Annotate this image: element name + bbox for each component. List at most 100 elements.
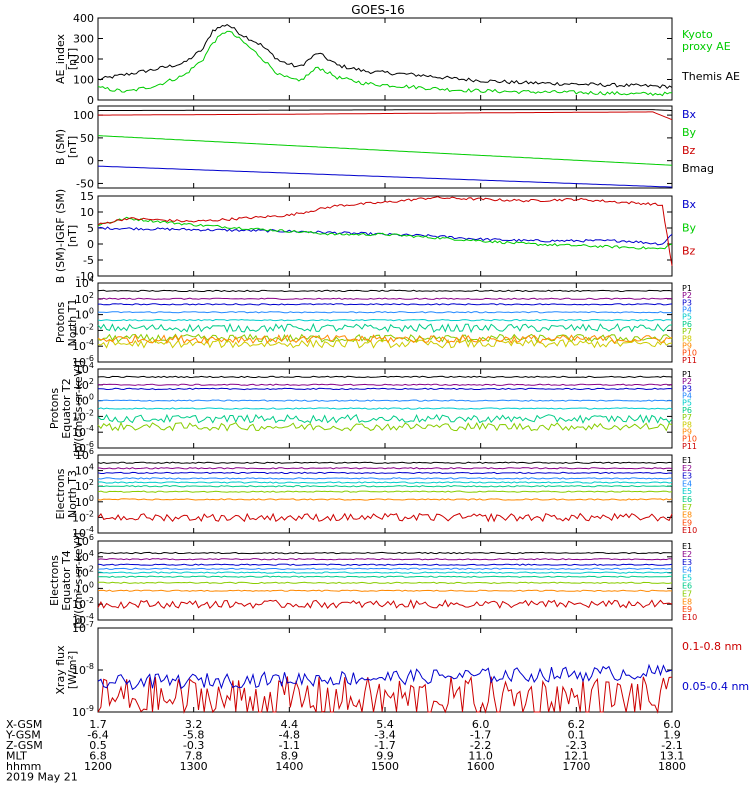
panel-1: 0 100 200 300 400 AE_index [nT] Themis AE Kyotop…	[54, 12, 740, 107]
footer-value: 9.9	[376, 750, 394, 763]
legend-entry: E7	[682, 503, 692, 512]
series-line-e10	[97, 512, 673, 523]
series-line-bmag	[97, 109, 673, 112]
y-axis-label: Electrons	[48, 555, 61, 606]
series-line-themis-ae	[97, 24, 673, 90]
legend-entry: P11	[682, 356, 697, 365]
legend-entry: P2	[682, 291, 692, 300]
legend-entry: P2	[682, 377, 692, 386]
legend-entry: E2	[682, 550, 692, 559]
legend-kyoto: proxy AE	[682, 40, 731, 53]
footer-value: 1400	[275, 760, 303, 773]
panel-frame	[97, 627, 673, 713]
series-line-p6	[97, 322, 673, 334]
legend-entry: Bmag	[682, 162, 714, 175]
panel-2: -50 0 50 100 B (SM) [nT] Bx By Bz Bmag	[54, 105, 714, 190]
footer-value: 7.8	[185, 750, 203, 763]
y-axis-label: Protons	[54, 302, 67, 343]
y-axis-label: [nT]	[66, 136, 79, 158]
y-axis-label: North T1	[66, 299, 79, 347]
series-line-e4	[97, 477, 673, 480]
footer-value: 6.8	[89, 750, 107, 763]
y-tick-label: -10	[76, 270, 94, 283]
legend-entry: E2	[682, 464, 692, 473]
footer-value: -2.1	[661, 739, 682, 752]
series-line-p3	[98, 387, 673, 391]
legend-entry: P4	[682, 306, 692, 315]
y-tick-label: -5	[83, 254, 94, 267]
legend-entry: E6	[682, 582, 692, 591]
series-line-e8	[97, 589, 673, 592]
y-tick-label: 104	[75, 275, 94, 290]
footer-value: -2.3	[566, 739, 587, 752]
series-line-e2	[97, 558, 673, 561]
footer-value: 4.4	[281, 718, 299, 731]
footer-value: 8.9	[281, 750, 299, 763]
series-line-p4	[97, 399, 673, 402]
series-line-p9	[97, 334, 673, 345]
footer-value: -1.7	[470, 729, 491, 742]
footer-row-label: Y-GSM	[5, 729, 41, 742]
legend-entry: By	[682, 221, 697, 234]
y-tick-label: 100	[73, 109, 94, 122]
legend-entry: E4	[682, 566, 692, 575]
footer-value: 6.0	[663, 718, 681, 731]
y-axis-label: Electrons	[54, 468, 67, 519]
y-tick-label: 400	[73, 12, 94, 25]
footer-value: 1800	[658, 760, 686, 773]
legend-entry: E1	[682, 542, 692, 551]
y-tick-label: -50	[76, 177, 94, 190]
legend-entry: P6	[682, 320, 692, 329]
y-axis-label: Protons	[48, 388, 61, 429]
series-line-bx	[97, 165, 673, 188]
y-tick-label: 0	[87, 238, 94, 251]
footer-value: -2.2	[470, 739, 491, 752]
series-line-p8	[97, 338, 673, 349]
series-line-e1	[97, 461, 673, 464]
footer-value: 1200	[84, 760, 112, 773]
series-line-e3	[97, 471, 673, 475]
panel-frame	[97, 195, 673, 277]
footer-value: 6.0	[472, 718, 490, 731]
series-line-e4	[97, 567, 673, 570]
footer-value: 0.1	[568, 729, 586, 742]
y-tick-label: 10	[80, 206, 94, 219]
legend-entry: P7	[682, 327, 692, 336]
series-line-bx	[97, 226, 673, 246]
series-line-p2	[97, 383, 673, 386]
legend-entry: P7	[682, 413, 692, 422]
series-line-p1	[97, 289, 673, 293]
y-tick-label: 5	[87, 222, 94, 235]
footer-row-label: hhmm	[6, 760, 41, 773]
legend-entry: P3	[682, 298, 692, 307]
legend-entry: P3	[682, 384, 692, 393]
plot-title: GOES-16	[351, 3, 405, 17]
legend-entry: E3	[682, 558, 692, 567]
series-line-p7	[97, 421, 673, 432]
legend-kyoto: Kyoto	[682, 28, 713, 41]
series-line-p5	[97, 318, 673, 322]
legend-entry: Bz	[682, 144, 696, 157]
y-tick-label: 106	[75, 447, 94, 462]
footer-value: 3.2	[185, 718, 203, 731]
legend-entry: E7	[682, 589, 692, 598]
orbit-footer: X-GSM 1.7 3.2 4.4 5.4 6.0 6.2 6.0Y-GSM -6.4 -5.8-…	[5, 718, 686, 784]
footer-value: 1300	[180, 760, 208, 773]
legend-entry: E9	[682, 518, 692, 527]
y-tick-label: 50	[80, 132, 94, 145]
legend-entry: P10	[682, 349, 697, 358]
legend-entry: P9	[682, 341, 692, 350]
series-line-e7	[97, 581, 673, 585]
footer-value: -1.1	[279, 739, 300, 752]
series-line-e8	[97, 498, 673, 501]
legend-entry: Bx	[682, 198, 697, 211]
legend-entry: By	[682, 126, 697, 139]
series-line-e6	[97, 575, 673, 578]
legend-entry: P5	[682, 313, 692, 322]
panel-frame	[97, 282, 673, 363]
footer-value: -0.3	[183, 739, 204, 752]
footer-value: 1600	[467, 760, 495, 773]
